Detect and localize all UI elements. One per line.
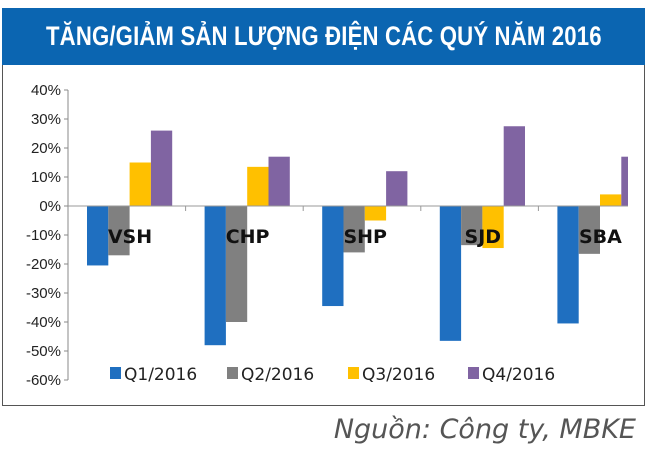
y-tick-label: -60%	[26, 372, 61, 389]
y-tick-label: 10%	[31, 169, 61, 186]
chart-title: TĂNG/GIẢM SẢN LƯỢNG ĐIỆN CÁC QUÝ NĂM 201…	[45, 21, 602, 51]
y-tick-label: -50%	[26, 343, 61, 360]
bar-sba-q3	[600, 194, 622, 206]
legend-label: Q4/2016	[482, 365, 555, 385]
legend-swatch	[110, 367, 121, 379]
y-tick-label: 40%	[31, 82, 61, 99]
y-tick-label: 20%	[31, 140, 61, 157]
bar-sjd-q3	[482, 206, 504, 249]
y-tick-label: 30%	[31, 111, 61, 128]
bar-chart: 40% 30% 20% 10% 0% -10% -20% -30% -40% -50% -60% VS…	[26, 82, 628, 389]
legend-label: Q2/2016	[241, 365, 314, 385]
y-tick-label: 0%	[39, 198, 61, 215]
y-tick-label: -30%	[26, 285, 61, 302]
bar-shp-q4	[386, 171, 408, 206]
category-label: SHP	[343, 226, 387, 248]
legend-label: Q3/2016	[362, 365, 435, 385]
bar-sba-q2	[578, 206, 600, 254]
y-tick-label: -40%	[26, 314, 61, 331]
bar-sjd-q2	[461, 206, 483, 246]
bar-sba-q4	[621, 156, 628, 206]
category-label: CHP	[226, 226, 270, 248]
legend-swatch	[348, 367, 359, 379]
bar-vsh-q3	[129, 162, 151, 206]
bar-sjd-q4	[503, 126, 525, 206]
bar-chp-q2	[225, 206, 248, 322]
source-note: Nguồn: Công ty, MBKE	[333, 414, 636, 445]
bar-vsh-q4	[150, 130, 173, 206]
y-tick-label: -10%	[26, 227, 61, 244]
bar-vsh-q2	[108, 206, 130, 256]
bar-chp-q4	[268, 156, 290, 206]
y-tick-label: -20%	[26, 256, 61, 273]
title-bar: TĂNG/GIẢM SẢN LƯỢNG ĐIỆN CÁC QUÝ NĂM 201…	[2, 8, 645, 65]
legend-swatch	[227, 367, 238, 379]
category-label: VSH	[108, 226, 152, 248]
bar-sjd-q1	[439, 206, 462, 341]
bar-sba-q1	[557, 206, 579, 324]
bar-shp-q2	[343, 206, 365, 253]
legend-swatch	[468, 367, 479, 379]
bar-vsh-q1	[87, 206, 109, 266]
bar-shp-q1	[322, 206, 344, 307]
category-label: SJD	[465, 226, 502, 248]
chart-frame	[2, 65, 645, 406]
category-label: SBA	[579, 226, 622, 248]
bar-chp-q3	[247, 166, 269, 206]
bar-shp-q3	[364, 206, 387, 221]
bar-chp-q1	[204, 206, 226, 346]
legend-label: Q1/2016	[124, 365, 197, 385]
